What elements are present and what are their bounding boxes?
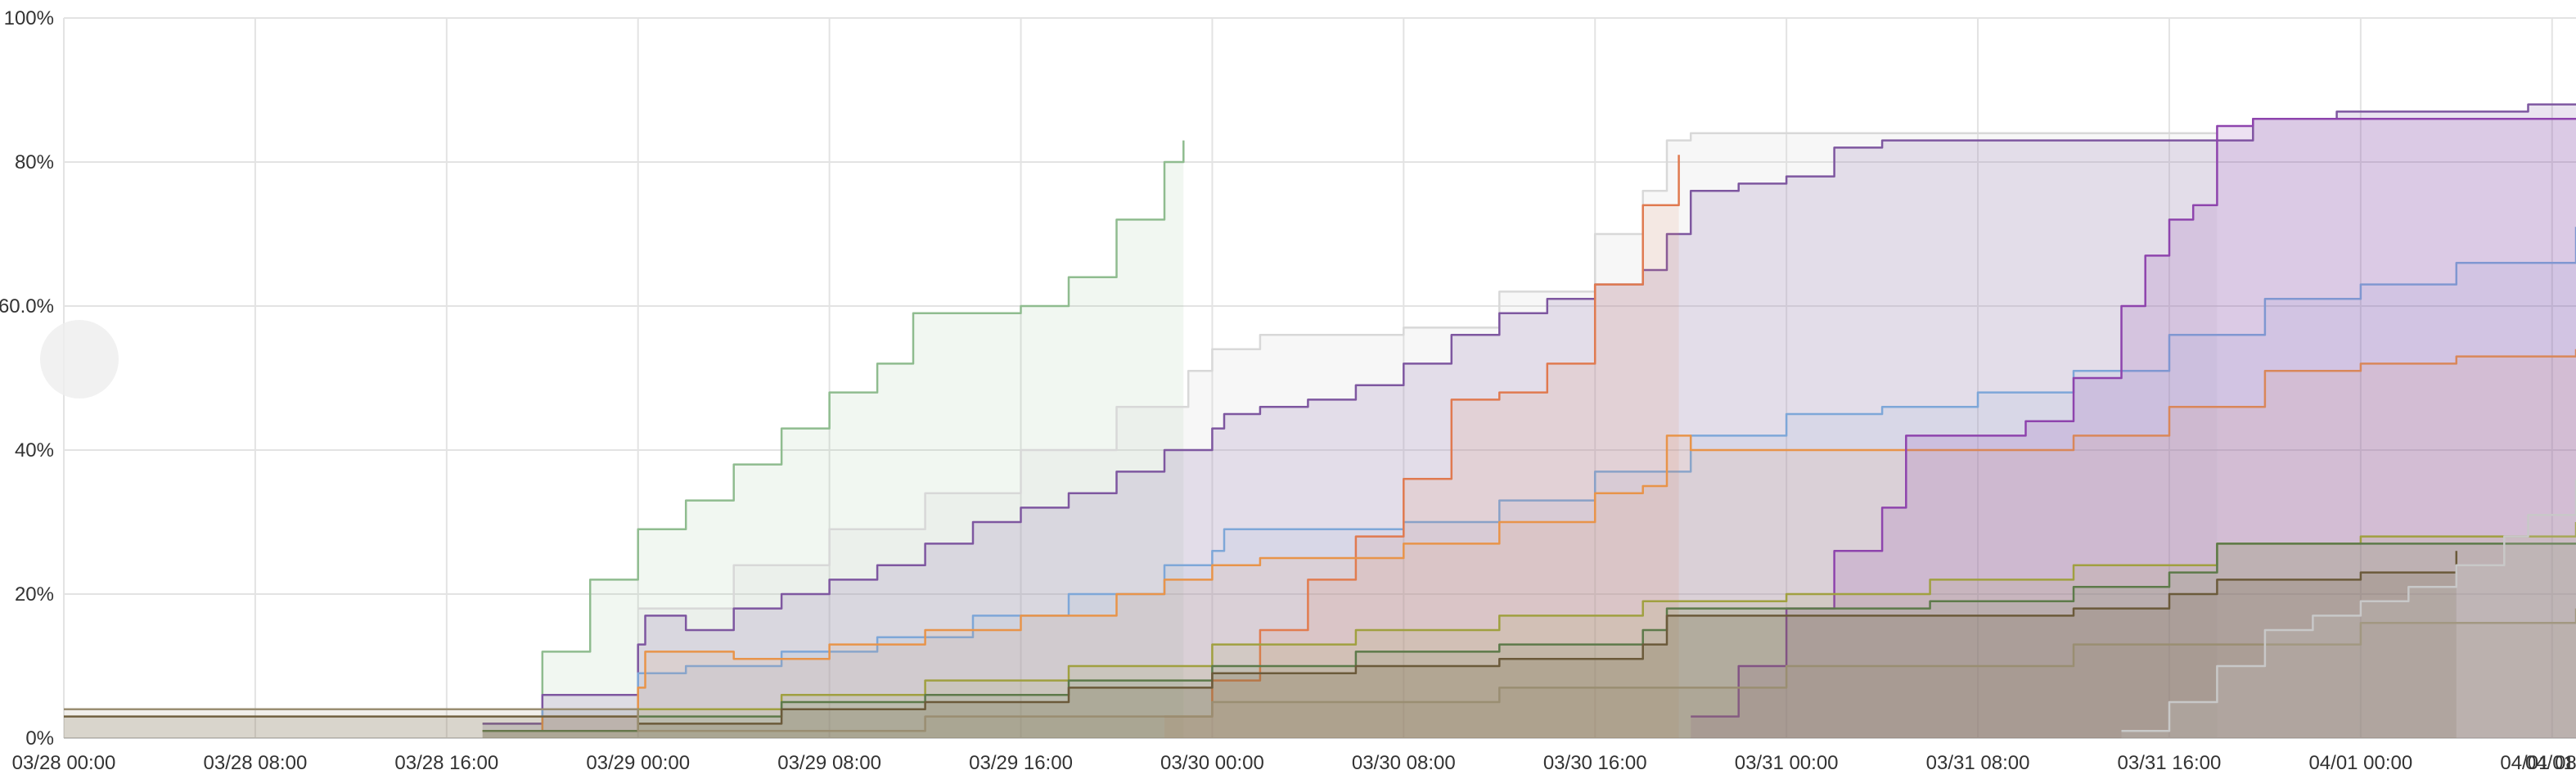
series-area-0 bbox=[482, 140, 1184, 739]
x-tick-label: 03/31 00:00 bbox=[1735, 752, 1839, 774]
series-line-10[interactable] bbox=[64, 608, 2576, 732]
series-layer bbox=[64, 103, 2576, 739]
series-area-1 bbox=[637, 133, 2218, 739]
x-tick-label: 03/28 08:00 bbox=[204, 752, 308, 774]
series-line-2[interactable] bbox=[482, 103, 2576, 725]
x-tick-label: 03/29 16:00 bbox=[969, 752, 1073, 774]
x-tick-label: 03/30 08:00 bbox=[1352, 752, 1456, 774]
x-tick-label: 03/30 16:00 bbox=[1543, 752, 1647, 774]
series-line-6[interactable] bbox=[1691, 117, 2576, 718]
y-tick-label: 60.0% bbox=[0, 295, 54, 317]
series-line-1[interactable] bbox=[637, 132, 2218, 610]
x-tick-label: 03/31 16:00 bbox=[2118, 752, 2222, 774]
series-line-11[interactable] bbox=[2121, 479, 2576, 732]
series-line-4[interactable] bbox=[1164, 155, 1680, 718]
y-tick-label: 100% bbox=[4, 7, 54, 29]
x-tick-label: 03/28 00:00 bbox=[12, 752, 116, 774]
series-area-4 bbox=[1164, 155, 1679, 738]
x-tick-label: 04/01 bbox=[2525, 752, 2574, 774]
series-area-6 bbox=[1691, 119, 2576, 738]
series-area-10 bbox=[64, 608, 2576, 738]
series-area-9 bbox=[64, 551, 2457, 738]
x-tick-label: 03/31 08:00 bbox=[1926, 752, 2030, 774]
series-line-9[interactable] bbox=[64, 551, 2458, 725]
series-area-7 bbox=[482, 522, 2576, 738]
x-tick-label: 03/28 16:00 bbox=[394, 752, 498, 774]
y-tick-label: 0% bbox=[25, 727, 54, 750]
series-line-0[interactable] bbox=[482, 140, 1185, 725]
x-tick-label: 03/29 08:00 bbox=[777, 752, 881, 774]
series-area-11 bbox=[2121, 479, 2576, 738]
series-line-5[interactable] bbox=[482, 349, 2576, 732]
x-tick-label: 03/30 00:00 bbox=[1160, 752, 1264, 774]
y-tick-label: 80% bbox=[15, 151, 54, 173]
y-tick-label: 40% bbox=[15, 439, 54, 462]
x-tick-label: 03/29 00:00 bbox=[586, 752, 690, 774]
series-area-5 bbox=[482, 349, 2576, 738]
series-area-8 bbox=[482, 543, 2576, 738]
series-area-3 bbox=[482, 227, 2576, 738]
series-line-3[interactable] bbox=[482, 227, 2576, 732]
x-tick-label: 04/01 08:00 bbox=[2500, 752, 2576, 774]
zoom-handle-indicator[interactable] bbox=[40, 320, 119, 399]
y-tick-label: 20% bbox=[15, 583, 54, 606]
axis-labels: 0% 20% 40% 60.0% 80% 100% 03/28 00:00 03/28 08:… bbox=[0, 7, 2576, 774]
x-tick-label: 04/01 00:00 bbox=[2308, 752, 2412, 774]
